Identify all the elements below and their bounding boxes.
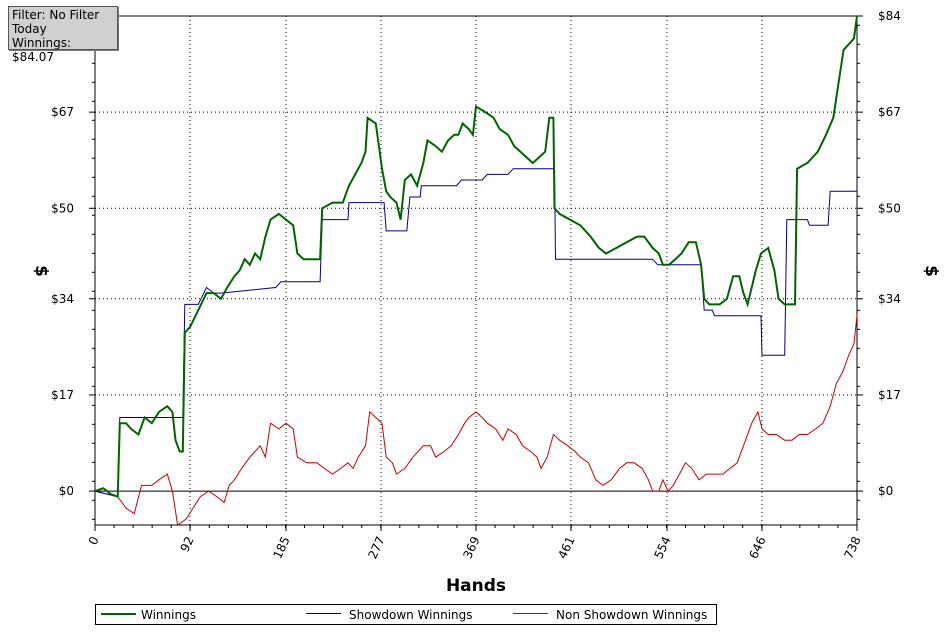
y-tick-label-left: $50 (51, 201, 74, 215)
x-axis-title: Hands (446, 576, 506, 596)
axis-labels: $0$0$17$17$34$34$50$50$67$67$84$84092185… (51, 9, 901, 561)
x-tick-label: 646 (746, 534, 768, 561)
series-layer (94, 15, 858, 526)
x-tick-label: 185 (270, 534, 292, 561)
legend-showdown-swatch (306, 613, 341, 614)
x-tick-label: 554 (651, 534, 673, 561)
y-tick-label-left: $34 (51, 292, 74, 306)
winnings-total-label: Winnings: $84.07 (12, 36, 71, 64)
y-tick-label-right: $17 (878, 388, 901, 402)
y-axis-title-right: $ (921, 265, 941, 277)
plot-frame (94, 15, 858, 526)
y-tick-label-right: $67 (878, 105, 901, 119)
filter-label: Filter: No Filter (12, 8, 100, 22)
y-axis-title-left: $ (31, 265, 51, 277)
legend-winnings-swatch (101, 613, 136, 615)
y-tick-label-right: $34 (878, 292, 901, 306)
axis-ticks (89, 15, 863, 531)
x-tick-label: 277 (365, 534, 387, 561)
y-tick-label-left: $17 (51, 388, 74, 402)
series-non-showdown-line (94, 315, 858, 526)
filter-info-box: Filter: No Filter Today Winnings: $84.07 (8, 6, 118, 64)
legend-non-showdown-label: Non Showdown Winnings (556, 608, 708, 622)
x-tick-label: 461 (555, 534, 577, 561)
series-winnings-line (94, 15, 858, 499)
y-tick-label-left: $0 (59, 484, 74, 498)
chart-legend: Winnings Showdown Winnings Non Showdown … (95, 604, 717, 625)
x-tick-label: 0 (86, 534, 102, 547)
y-tick-label-left: $67 (51, 105, 74, 119)
y-tick-label-right: $84 (878, 9, 901, 23)
period-label: Today (12, 22, 47, 36)
legend-showdown-label: Showdown Winnings (349, 608, 473, 622)
legend-non-showdown-swatch (513, 613, 548, 614)
x-tick-label: 92 (178, 534, 197, 554)
y-tick-label-right: $50 (878, 201, 901, 215)
x-tick-label: 738 (841, 534, 863, 561)
x-tick-label: 369 (460, 534, 482, 561)
y-tick-label-right: $0 (878, 484, 893, 498)
legend-winnings-label: Winnings (141, 608, 196, 622)
